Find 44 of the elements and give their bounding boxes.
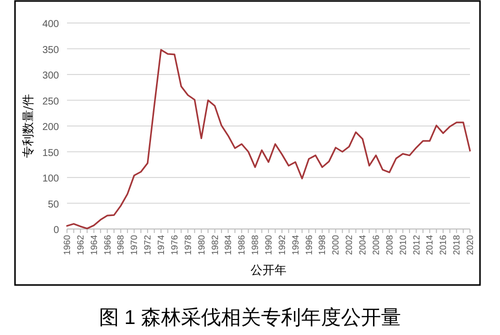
x-tick-label: 1974 bbox=[156, 235, 166, 256]
x-tick-label: 2016 bbox=[438, 235, 448, 256]
x-tick-label: 2014 bbox=[424, 235, 435, 256]
x-tick-label: 2020 bbox=[465, 235, 475, 256]
y-tick-label: 0 bbox=[53, 225, 60, 236]
x-tick-label: 1972 bbox=[142, 235, 153, 256]
x-tick-label: 1962 bbox=[75, 235, 86, 256]
y-tick-label: 150 bbox=[42, 148, 60, 159]
line-series bbox=[66, 48, 471, 230]
y-tick-label: 100 bbox=[42, 174, 60, 184]
x-tick-label: 1990 bbox=[264, 235, 274, 256]
y-tick-label: 300 bbox=[42, 70, 60, 82]
x-tick-label: 2000 bbox=[330, 235, 341, 256]
y-axis-title: 专利数量/件 bbox=[21, 94, 35, 158]
x-tick-label: 1984 bbox=[223, 235, 234, 256]
y-tick-label: 350 bbox=[42, 44, 60, 56]
x-tick-label: 1976 bbox=[169, 235, 180, 256]
x-tick-label: 1964 bbox=[88, 235, 99, 256]
x-tick-label: 2004 bbox=[358, 235, 368, 256]
text: 图 1 森林采伐相关专利年度公开量 bbox=[98, 307, 402, 329]
y-tick-label: 400 bbox=[42, 19, 60, 30]
x-tick-label: 2010 bbox=[398, 235, 408, 256]
x-tick-label: 2006 bbox=[370, 235, 381, 256]
x-tick-label: 1978 bbox=[182, 235, 193, 256]
x-tick-label: 2012 bbox=[411, 235, 422, 256]
x-tick-label: 1994 bbox=[290, 235, 300, 256]
y-tick-label: 250 bbox=[42, 96, 60, 108]
x-tick-label: 1992 bbox=[276, 235, 287, 256]
x-axis-title: 公开年 bbox=[250, 263, 286, 277]
y-tick-label: 200 bbox=[42, 122, 60, 133]
x-tick-label: 1986 bbox=[236, 235, 247, 256]
x-tick-label: 1982 bbox=[210, 235, 220, 256]
x-tick-label: 2008 bbox=[384, 235, 394, 256]
x-tick-label: 1988 bbox=[250, 235, 260, 256]
x-tick-label: 1980 bbox=[196, 235, 206, 256]
x-tick-label: 1996 bbox=[304, 235, 314, 256]
x-tick-label: 1968 bbox=[116, 235, 126, 256]
x-tick-label: 2002 bbox=[344, 235, 354, 256]
x-tick-label: 1970 bbox=[129, 235, 140, 256]
x-tick-label: 1998 bbox=[317, 235, 328, 256]
x-tick-label: 1960 bbox=[62, 235, 72, 256]
x-tick-label: 1966 bbox=[102, 235, 112, 256]
y-tick-label: 50 bbox=[48, 199, 60, 210]
x-tick-label: 2018 bbox=[452, 235, 462, 256]
